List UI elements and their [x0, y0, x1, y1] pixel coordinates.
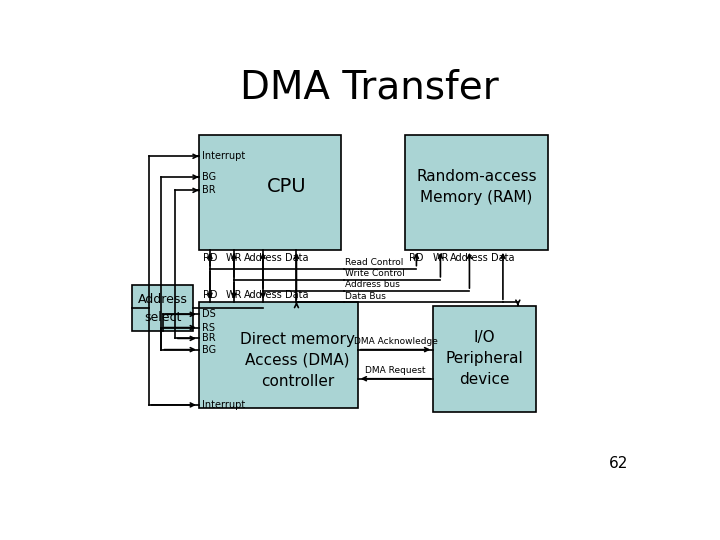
Text: BG: BG	[202, 345, 216, 355]
Text: DMA Transfer: DMA Transfer	[240, 69, 498, 107]
Text: WR: WR	[432, 253, 449, 263]
Text: Read Control: Read Control	[345, 258, 403, 267]
Text: 62: 62	[609, 456, 629, 471]
Text: RS: RS	[202, 322, 215, 333]
Text: BR: BR	[202, 185, 215, 195]
Text: DMA Request: DMA Request	[365, 367, 426, 375]
FancyBboxPatch shape	[433, 306, 536, 412]
Text: Interrupt: Interrupt	[202, 151, 245, 161]
FancyBboxPatch shape	[405, 136, 547, 250]
Text: Address: Address	[243, 290, 282, 300]
Text: RD: RD	[203, 290, 217, 300]
Text: RD: RD	[203, 253, 217, 263]
Text: Address: Address	[450, 253, 489, 263]
Text: Data Bus: Data Bus	[345, 292, 386, 301]
Text: I/O
Peripheral
device: I/O Peripheral device	[446, 330, 523, 388]
Text: Write Control: Write Control	[345, 269, 405, 278]
Text: DMA Acknowledge: DMA Acknowledge	[354, 338, 438, 346]
FancyBboxPatch shape	[199, 136, 341, 250]
Text: Direct memory
Access (DMA)
controller: Direct memory Access (DMA) controller	[240, 332, 355, 389]
Text: Address: Address	[243, 253, 282, 263]
Text: RD: RD	[409, 253, 423, 263]
FancyBboxPatch shape	[199, 302, 358, 408]
Text: DS: DS	[202, 309, 215, 319]
Text: WR: WR	[225, 253, 242, 263]
Text: Interrupt: Interrupt	[202, 400, 245, 410]
Text: BR: BR	[202, 333, 215, 343]
Text: Address
select: Address select	[138, 293, 187, 323]
Text: Data: Data	[284, 290, 308, 300]
Text: Data: Data	[284, 253, 308, 263]
Text: CPU: CPU	[267, 178, 307, 197]
Text: WR: WR	[225, 290, 242, 300]
Text: BG: BG	[202, 172, 216, 182]
Text: Data: Data	[491, 253, 515, 263]
FancyBboxPatch shape	[132, 285, 193, 331]
Text: Random-access
Memory (RAM): Random-access Memory (RAM)	[416, 169, 536, 205]
Text: Address bus: Address bus	[345, 280, 400, 289]
